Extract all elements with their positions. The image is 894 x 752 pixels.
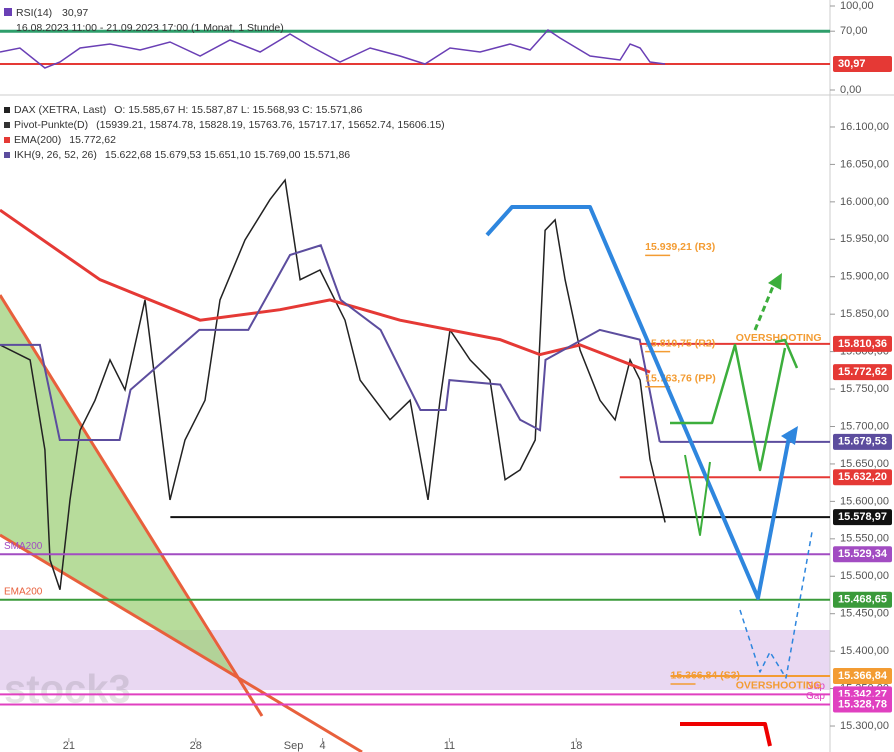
level-badge [833, 433, 892, 450]
level-name: EMA200 [4, 586, 43, 597]
x-tick-label: 4 [320, 740, 326, 752]
level-name: Gap [806, 691, 825, 702]
level-badge [833, 667, 892, 684]
level-badge [833, 469, 892, 486]
level-badge-label: 15.772,62 [838, 366, 887, 378]
series-group [0, 178, 666, 590]
scenario-arrows [485, 205, 813, 747]
legend-name: EMA(200) [14, 134, 61, 146]
level-badge-label: 15.632,20 [838, 471, 887, 483]
legend-name: DAX (XETRA, Last) [14, 104, 106, 116]
legend-values: 15.772,62 [69, 134, 116, 146]
y-tick-label: 16.050,00 [840, 158, 889, 170]
x-tick-label: 21 [63, 740, 75, 752]
level-badge [833, 696, 892, 713]
green-arrow [670, 343, 787, 472]
legend-icon [4, 107, 10, 113]
rsi-value: 30,97 [62, 7, 88, 19]
x-tick-label: 18 [570, 740, 582, 752]
green-dashed [753, 283, 776, 331]
arrow-head [781, 426, 798, 445]
annotation: OVERSHOOTING [736, 332, 822, 344]
legend-values: 15.622,68 15.679,53 15.651,10 15.769,00 … [105, 149, 350, 161]
level-name: Gap [806, 681, 825, 692]
x-tick-label: 11 [444, 740, 455, 752]
month-label: Sep [284, 740, 304, 752]
trend-line [0, 533, 363, 752]
level-badge-label: 15.468,65 [838, 594, 887, 606]
y-tick-label: 15.400,00 [840, 645, 889, 657]
y-tick-label: 15.600,00 [840, 495, 889, 507]
red-arrow [680, 722, 772, 747]
y-tick-label: 15.450,00 [840, 608, 889, 620]
y-tick-label: 15.700,00 [840, 420, 889, 432]
y-tick-label: 15.550,00 [840, 533, 889, 545]
annotation: 15.366,84 (S3) [671, 670, 740, 682]
y-tick-label: 15.650,00 [840, 458, 889, 470]
legend-values: O: 15.585,67 H: 15.587,87 L: 15.568,93 C… [114, 104, 362, 116]
series-line [0, 208, 651, 374]
legend-name: IKH(9, 26, 52, 26) [14, 149, 97, 161]
annotation: OVERSHOOTING [736, 679, 822, 691]
arrow-head [768, 273, 782, 290]
legend-icon [4, 8, 12, 16]
level-badge [833, 55, 892, 72]
legend-icon [4, 152, 10, 158]
annotation: 15.763,76 (PP) [645, 373, 716, 385]
level-badge-label: 15.679,53 [838, 436, 887, 448]
level-name: SMA200 [4, 541, 43, 552]
zone [0, 630, 830, 690]
level-badge [833, 335, 892, 352]
level-badge-label: 15.529,34 [838, 548, 888, 560]
legend-icon [4, 122, 10, 128]
y-tick-label: 15.750,00 [840, 383, 889, 395]
arrow-head [774, 338, 799, 369]
annotation: 15.810,75 (R2) [645, 337, 715, 349]
legend-icon [4, 137, 10, 143]
level-badge [833, 364, 892, 381]
level-badge [833, 509, 892, 526]
y-tick-label: 15.500,00 [840, 570, 889, 582]
level-badge-label: 15.366,84 [838, 670, 888, 682]
level-badge-label: 30,97 [838, 58, 866, 70]
y-tick-label: 16.100,00 [840, 121, 889, 133]
level-badge-label: 15.578,97 [838, 511, 887, 523]
blue-arrow [485, 205, 792, 600]
green-arrow [684, 454, 711, 536]
series-line [0, 178, 666, 590]
level-badge [833, 591, 892, 608]
annotation: 15.939,21 (R3) [645, 241, 715, 253]
date-range: 16.08.2023 11:00 - 21.09.2023 17:00 (1 M… [16, 22, 284, 34]
rsi-title: RSI(14) [16, 7, 52, 19]
legend-values: (15939.21, 15874.78, 15828.19, 15763.76,… [96, 119, 445, 131]
y-tick-label: 15.300,00 [840, 720, 889, 732]
level-badge [833, 546, 892, 563]
level-badge-label: 15.328,78 [838, 698, 887, 710]
y-tick-label: 100,00 [840, 0, 874, 12]
y-tick-label: 16.000,00 [840, 196, 889, 208]
series-line [0, 29, 666, 69]
y-tick-label: 15.900,00 [840, 271, 889, 283]
y-tick-label: 15.850,00 [840, 308, 889, 320]
level-badge-label: 15.810,36 [838, 338, 887, 350]
legend-name: Pivot-Punkte(D) [14, 119, 88, 131]
series-line [0, 244, 661, 442]
x-tick-label: 28 [190, 740, 202, 752]
y-tick-label: 70,00 [840, 25, 868, 37]
y-tick-label: 0,00 [840, 84, 861, 96]
y-tick-label: 15.950,00 [840, 233, 889, 245]
